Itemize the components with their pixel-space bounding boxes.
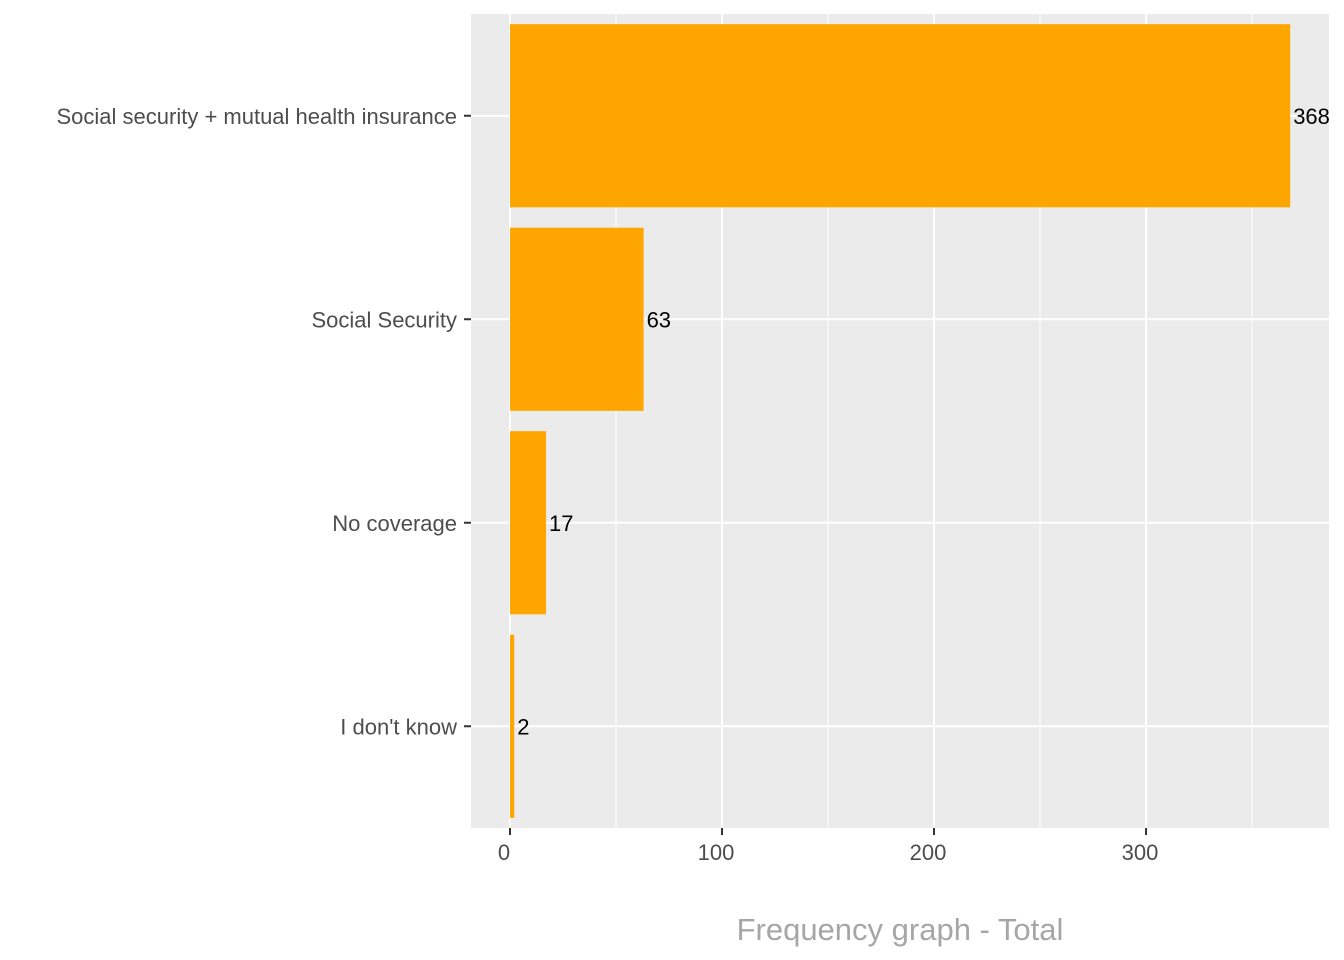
bar [510, 431, 547, 615]
bar [510, 634, 515, 818]
x-tick-label: 200 [910, 840, 947, 865]
category-label: No coverage [332, 511, 457, 536]
bar [510, 227, 644, 411]
data-label: 368 [1293, 104, 1330, 129]
data-label: 17 [549, 511, 573, 536]
category-label: Social security + mutual health insuranc… [57, 104, 458, 129]
bar [510, 24, 1291, 208]
chart-title: Frequency graph - Total [737, 912, 1064, 947]
category-label: Social Security [311, 307, 457, 332]
x-tick-label: 300 [1122, 840, 1159, 865]
data-label: 2 [517, 714, 529, 739]
category-label: I don't know [340, 714, 457, 739]
x-tick-label: 100 [698, 840, 735, 865]
x-tick-label: 0 [498, 840, 510, 865]
data-label: 63 [647, 307, 671, 332]
